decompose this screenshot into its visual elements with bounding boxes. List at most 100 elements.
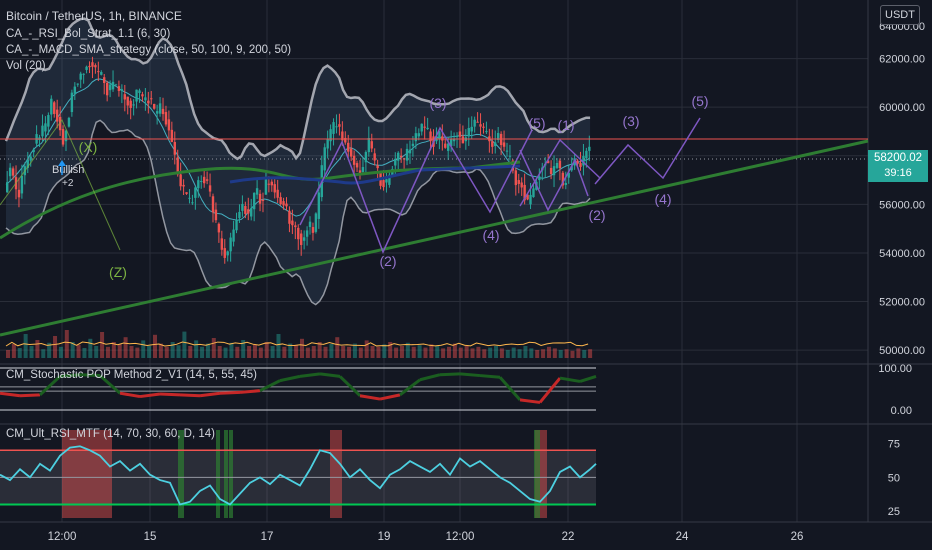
candle-body xyxy=(232,229,235,242)
price-tick-label: 62000.00 xyxy=(879,54,925,66)
candle-body xyxy=(338,124,341,127)
candle-body xyxy=(167,119,171,131)
candle-body xyxy=(214,209,218,221)
volume-bar xyxy=(323,346,328,358)
volume-bar xyxy=(53,336,58,358)
candle-body xyxy=(273,184,276,193)
volume-bar xyxy=(176,345,181,358)
candle-body xyxy=(108,84,112,91)
candle-body xyxy=(311,227,315,233)
candle-body xyxy=(485,131,488,133)
volume-bar xyxy=(441,348,446,358)
stoch-line-segment xyxy=(159,392,181,397)
candle-body xyxy=(226,251,229,256)
candle-body xyxy=(355,163,359,168)
candle-body xyxy=(461,136,465,144)
candle-body xyxy=(238,211,241,219)
currency-button[interactable]: USDT xyxy=(880,5,920,25)
stoch-line-segment xyxy=(179,393,201,398)
candle-body xyxy=(529,194,532,205)
volume-bar xyxy=(476,346,481,358)
stoch-line-segment xyxy=(538,377,562,404)
volume-bar xyxy=(335,337,340,358)
elliott-wave-mid xyxy=(519,149,589,212)
stochastic-label[interactable]: CM_Stochastic POP Method 2_V1 (14, 5, 55… xyxy=(6,369,258,381)
candle-body xyxy=(482,126,485,128)
rsi-label[interactable]: CM_Ult_RSI_MTF (14, 70, 30, 60, D, 14) xyxy=(6,428,215,440)
candle-body xyxy=(223,248,226,258)
candle-body xyxy=(347,142,350,152)
stoch-line-segment xyxy=(579,374,597,383)
volume-bar xyxy=(153,334,157,358)
volume-bar xyxy=(194,340,199,358)
stoch-line-segment xyxy=(338,375,362,397)
volume-bar xyxy=(235,346,240,358)
candle-body xyxy=(211,196,215,213)
candle-body xyxy=(279,197,282,205)
candle-body xyxy=(194,187,197,198)
indicator-legend-macd[interactable]: CA_-_MACD_SMA_strategy (close, 50, 100, … xyxy=(6,44,292,56)
wave-label: (3) xyxy=(429,95,446,111)
trendline-support xyxy=(0,139,869,337)
volume-bar xyxy=(35,340,40,358)
candle-body xyxy=(135,89,138,102)
volume-bar xyxy=(341,346,346,358)
candle-body xyxy=(447,143,450,151)
candle-body xyxy=(585,150,588,159)
wave-label: (2) xyxy=(379,253,396,269)
stoch-line-segment xyxy=(299,372,321,378)
volume-bar xyxy=(452,343,457,358)
volume-bar xyxy=(252,344,257,358)
volume-bar xyxy=(164,346,169,358)
candle-body xyxy=(276,189,279,198)
candle-body xyxy=(385,179,388,183)
candle-body xyxy=(123,94,126,100)
candle-body xyxy=(429,131,432,142)
volume-bar xyxy=(546,346,551,358)
stoch-line-segment xyxy=(59,373,81,378)
candle-body xyxy=(517,180,520,184)
stoch-line-segment xyxy=(19,393,41,398)
stoch-line-segment xyxy=(379,393,401,401)
stoch-line-segment xyxy=(279,374,301,383)
candle-body xyxy=(161,108,165,115)
candle-body xyxy=(100,72,103,75)
candle-body xyxy=(120,89,124,91)
candle-body xyxy=(414,133,418,142)
volume-bar xyxy=(576,348,581,358)
candle-body xyxy=(285,203,288,207)
time-axis[interactable]: 12:00 15 17 19 12:00 22 24 26 xyxy=(48,531,804,543)
volume-bar xyxy=(258,347,263,358)
candle-body xyxy=(564,182,567,185)
candle-body xyxy=(526,194,529,200)
price-tick-label: 60000.00 xyxy=(879,102,925,114)
candle-body xyxy=(91,62,94,67)
candle-body xyxy=(158,103,162,114)
volume-bar xyxy=(470,348,475,358)
candle-body xyxy=(294,225,297,228)
candle-body xyxy=(267,183,271,185)
candle-body xyxy=(261,199,265,201)
indicator-legend-rsi-bol[interactable]: CA_-_RSI_Bol_Strat_1.1 (6, 30) xyxy=(6,28,171,40)
candle-body xyxy=(479,124,482,127)
candle-body xyxy=(423,126,426,128)
volume-bar xyxy=(499,348,504,358)
candle-body xyxy=(64,130,68,142)
volume-bar xyxy=(405,342,410,358)
stoch-tick-label: 100.00 xyxy=(878,363,912,375)
candle-body xyxy=(250,208,253,217)
time-tick-label: 17 xyxy=(261,531,274,543)
wave-label: (1) xyxy=(557,117,574,133)
candle-body xyxy=(185,192,188,194)
candle-body xyxy=(508,155,512,157)
volume-bar xyxy=(247,346,252,358)
stoch-line-segment xyxy=(498,376,522,401)
price-tick-label: 56000.00 xyxy=(879,199,925,211)
stoch-tick-label: 0.00 xyxy=(891,405,912,417)
stoch-line-segment xyxy=(319,372,341,378)
elliott-wave-right xyxy=(519,117,701,207)
volume-bar xyxy=(411,346,416,358)
indicator-legend-volume[interactable]: Vol (20) xyxy=(6,60,46,72)
